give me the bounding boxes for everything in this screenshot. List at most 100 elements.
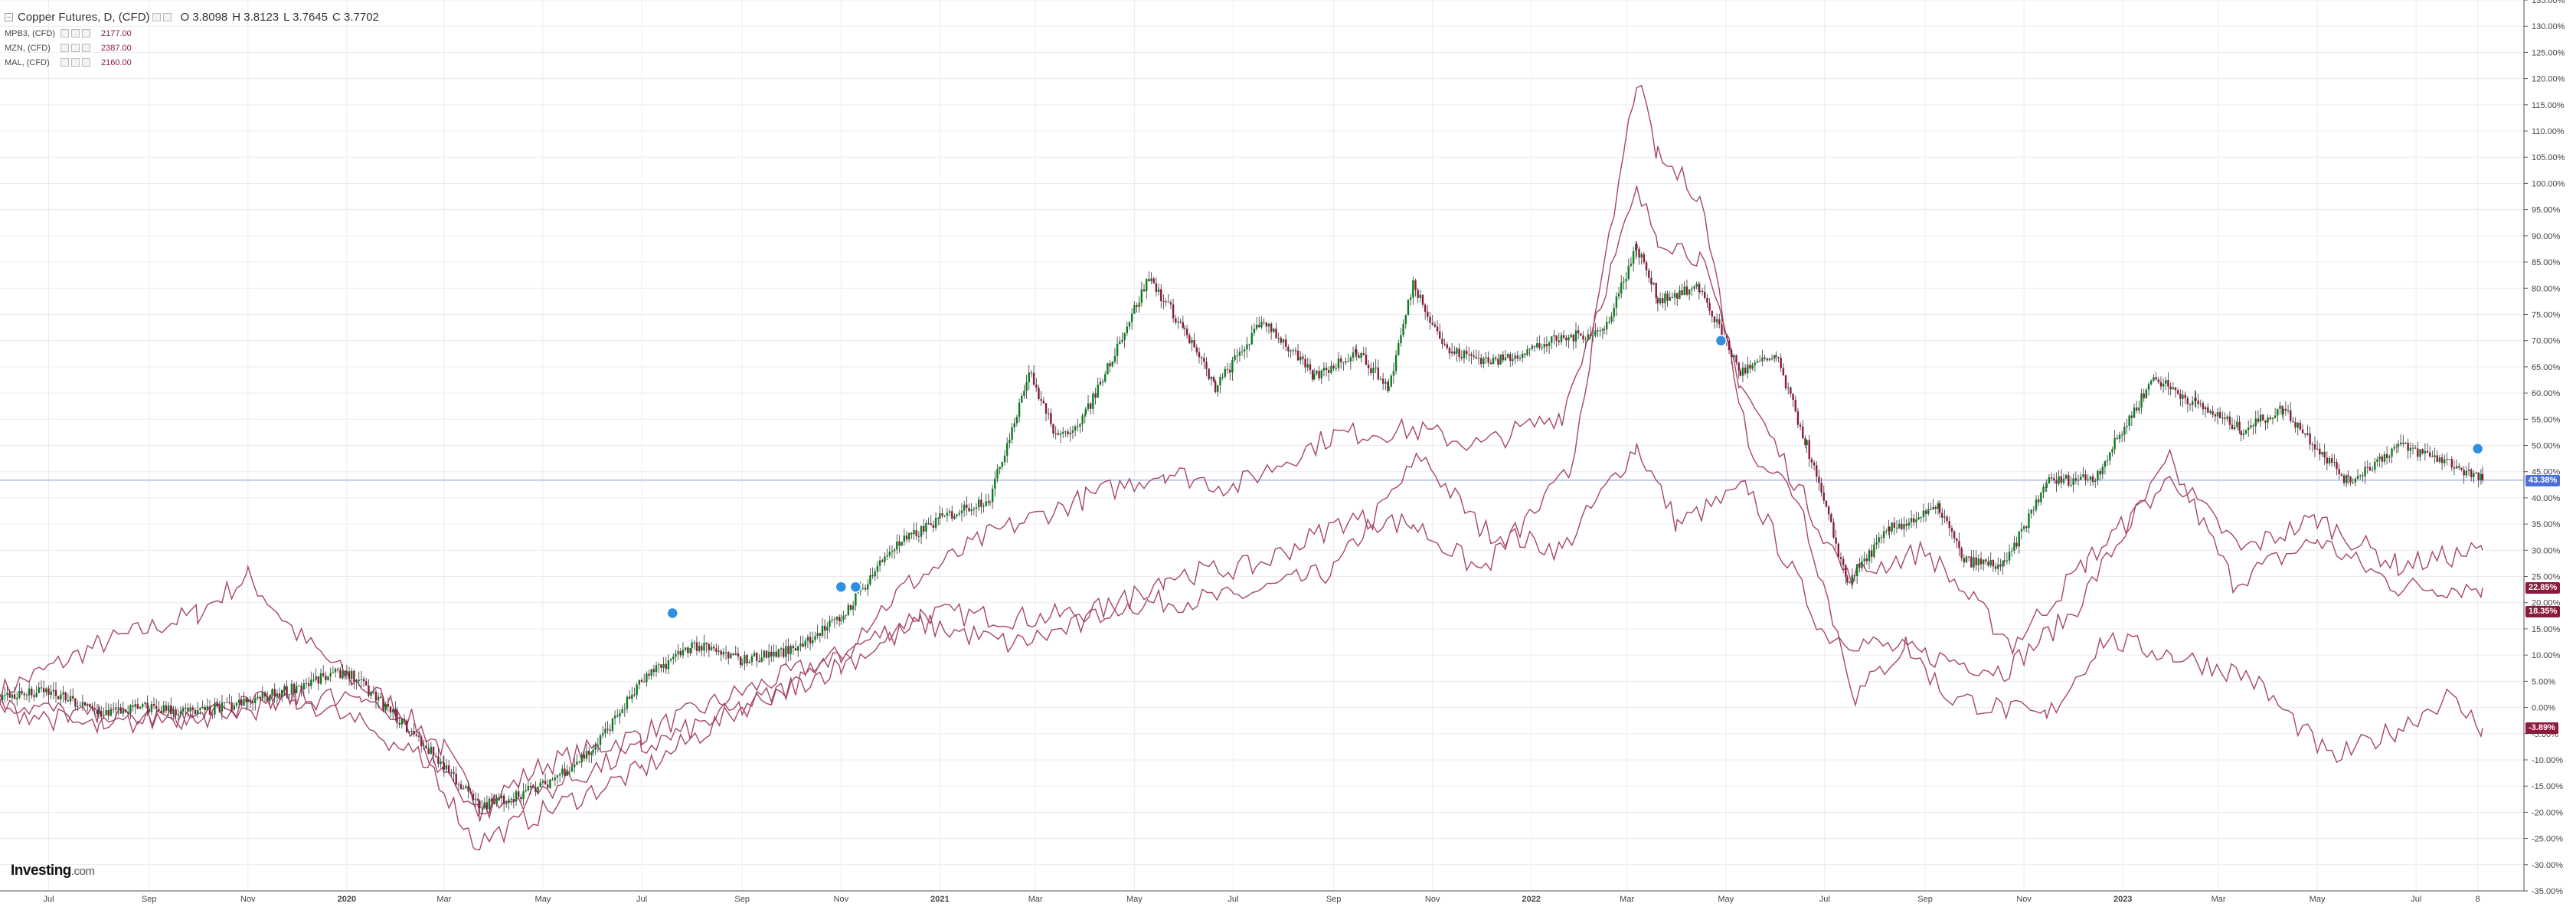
- candle-body: [1304, 359, 1306, 368]
- candle-body: [1128, 322, 1131, 327]
- candle-body: [187, 707, 189, 712]
- candle-body: [1946, 516, 1948, 522]
- candle-body: [2404, 442, 2407, 444]
- candle-body: [1185, 329, 1188, 336]
- candle-body: [1306, 364, 1309, 368]
- candle-body: [181, 708, 185, 712]
- candle-body: [469, 791, 472, 794]
- candle-body: [2153, 377, 2155, 381]
- candle-body: [2006, 560, 2009, 562]
- candle-body: [208, 706, 211, 715]
- y-tick-label: 35.00%: [2532, 520, 2561, 529]
- candle-body: [2336, 462, 2338, 470]
- candle-body: [835, 617, 839, 620]
- candle-body: [52, 689, 55, 692]
- candle-body: [28, 688, 31, 696]
- open-value: O 3.8098: [180, 10, 228, 24]
- candle-body: [628, 696, 631, 699]
- candle-body: [907, 532, 910, 540]
- x-tick-label: Sep: [142, 895, 157, 904]
- candle-body: [2101, 467, 2104, 475]
- candle-body: [2399, 442, 2402, 444]
- candle-body: [152, 704, 155, 706]
- candle-body: [2128, 415, 2130, 426]
- candle-body: [437, 756, 440, 765]
- settings-icon[interactable]: [71, 29, 80, 38]
- candle-body: [1255, 324, 1258, 329]
- close-icon[interactable]: [82, 58, 90, 67]
- visibility-icon[interactable]: [162, 12, 172, 21]
- candle-body: [1236, 355, 1238, 357]
- candle-body: [1907, 522, 1911, 526]
- candle-body: [1465, 350, 1468, 355]
- close-icon[interactable]: [82, 29, 90, 38]
- event-marker-icon[interactable]: [666, 607, 678, 620]
- candle-body: [2032, 509, 2035, 511]
- candle-body: [2467, 470, 2470, 471]
- event-marker-icon[interactable]: [1715, 334, 1728, 347]
- candle-body: [782, 648, 785, 657]
- visibility-icon[interactable]: [60, 29, 69, 38]
- candle-body: [235, 702, 238, 706]
- candle-body: [2470, 470, 2473, 477]
- candle-body: [2204, 407, 2207, 410]
- candle-body: [2453, 467, 2456, 469]
- candle-body: [923, 526, 925, 532]
- candle-body: [1733, 355, 1735, 357]
- visibility-icon[interactable]: [60, 44, 69, 52]
- candle-body: [852, 605, 855, 610]
- compare-name[interactable]: MZN, (CFD): [5, 43, 51, 53]
- candle-body: [1640, 254, 1643, 258]
- candle-body: [226, 702, 228, 703]
- candle-body: [2060, 476, 2062, 483]
- candle-body: [2099, 470, 2101, 475]
- event-markers[interactable]: [666, 334, 2484, 620]
- candle-body: [1985, 559, 1987, 562]
- candle-body: [1948, 521, 1950, 529]
- visibility-icon[interactable]: [60, 58, 69, 67]
- candle-body: [1796, 411, 1800, 425]
- settings-icon[interactable]: [71, 58, 80, 67]
- y-tick-label: 20.00%: [2532, 599, 2561, 608]
- candle-body: [261, 693, 264, 699]
- candle-body: [1506, 354, 1509, 358]
- candle-body: [1920, 516, 1922, 518]
- candle-body: [1282, 339, 1285, 343]
- collapse-legend-icon[interactable]: –: [5, 12, 13, 21]
- candle-body: [1208, 368, 1210, 379]
- event-marker-icon[interactable]: [849, 581, 862, 593]
- candle-body: [896, 541, 898, 550]
- candle-body: [2094, 480, 2097, 483]
- candle-body: [2209, 411, 2212, 413]
- settings-icon[interactable]: [71, 44, 80, 52]
- candle-body: [2040, 492, 2042, 503]
- compare-name[interactable]: MAL, (CFD): [5, 57, 50, 67]
- candle-body: [1502, 354, 1504, 361]
- candle-body: [1512, 359, 1514, 362]
- candle-body: [315, 676, 317, 680]
- candle-body: [1701, 290, 1704, 293]
- candle-body: [1865, 558, 1868, 562]
- x-tick-label: May: [1718, 895, 1734, 904]
- candle-body: [996, 468, 999, 479]
- close-icon[interactable]: [82, 44, 90, 52]
- event-marker-icon[interactable]: [2471, 442, 2484, 455]
- settings-icon[interactable]: [152, 12, 161, 21]
- candle-body: [2140, 393, 2143, 408]
- y-tick-label: 100.00%: [2532, 179, 2565, 188]
- candle-body: [2147, 384, 2150, 390]
- event-marker-icon[interactable]: [835, 581, 848, 593]
- candle-body: [1273, 328, 1275, 332]
- candle-body: [794, 648, 797, 651]
- candle-body: [1177, 321, 1179, 323]
- candle-body: [1837, 543, 1840, 557]
- candle-body: [64, 692, 67, 701]
- candle-body: [1081, 415, 1084, 424]
- candle-body: [662, 663, 665, 668]
- series-line: [0, 443, 2483, 817]
- candle-body: [1691, 288, 1693, 290]
- candle-body: [293, 683, 296, 693]
- close-value: C 3.7702: [332, 10, 379, 24]
- main-symbol-title[interactable]: Copper Futures, D, (CFD): [18, 10, 150, 24]
- compare-name[interactable]: MPB3, (CFD): [5, 28, 55, 38]
